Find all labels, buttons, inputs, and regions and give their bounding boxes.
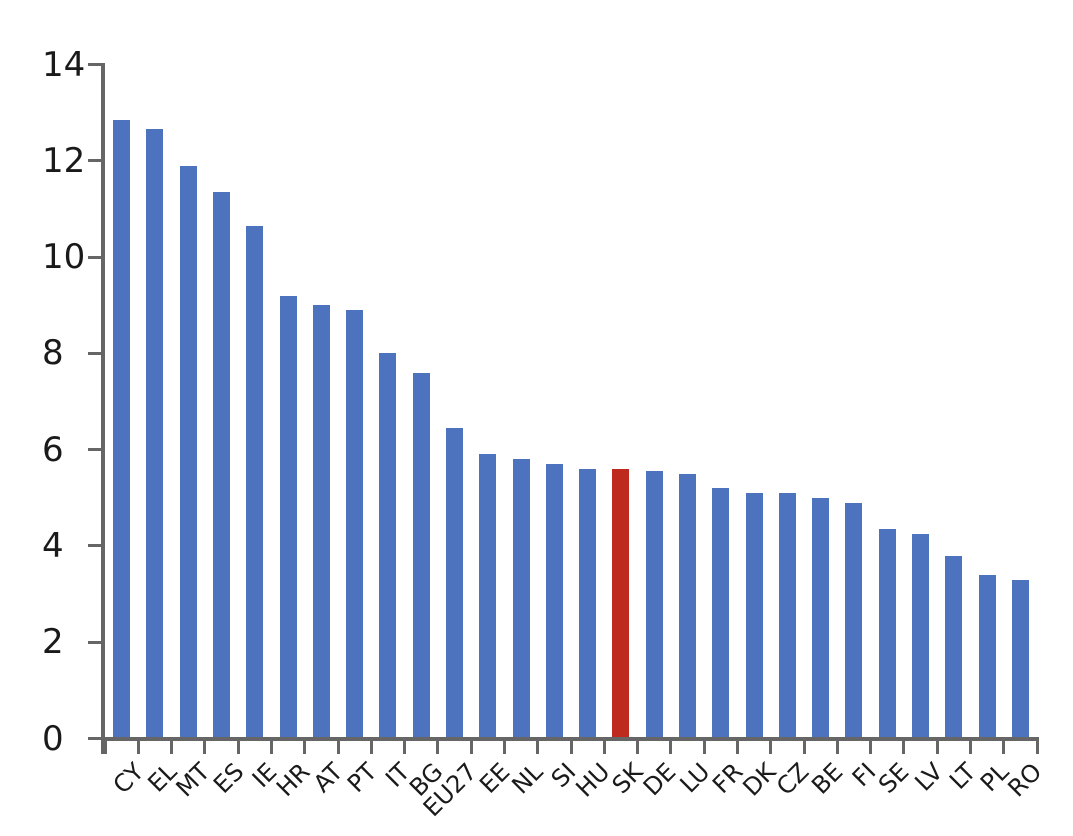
bar-SE — [878, 529, 896, 739]
y-axis-tick-label: 10 — [42, 237, 86, 278]
bar-SK — [612, 468, 630, 739]
x-axis-label-DE: DE — [637, 757, 682, 802]
x-axis-tick — [1002, 738, 1006, 754]
x-axis-tick — [569, 738, 573, 754]
x-axis-tick — [636, 738, 640, 754]
x-axis-tick — [1035, 738, 1039, 754]
y-axis-tick — [88, 255, 105, 259]
x-axis-label-PT: PT — [341, 757, 383, 798]
bar-LV — [912, 533, 929, 739]
x-axis-tick — [968, 738, 972, 754]
y-axis-line — [101, 63, 105, 754]
bar-DK — [745, 492, 763, 739]
bar-DE — [645, 471, 663, 739]
bar-HR — [279, 295, 297, 739]
x-axis-tick — [835, 738, 839, 754]
bar-PT — [346, 310, 364, 739]
x-axis-label-MT: MT — [170, 757, 216, 803]
x-axis-tick — [536, 738, 540, 754]
y-axis-tick-label: 8 — [42, 333, 64, 374]
x-axis-tick — [303, 738, 307, 754]
y-axis-tick — [88, 448, 105, 452]
bar-PL — [978, 574, 996, 739]
x-axis-label-FI: FI — [846, 757, 882, 793]
x-axis-label-ES: ES — [207, 757, 249, 799]
x-axis-label-RO: RO — [1002, 757, 1048, 803]
x-axis-tick — [869, 738, 873, 754]
y-axis-tick-label: 4 — [42, 525, 64, 566]
y-axis-tick — [88, 159, 105, 163]
x-axis-tick — [136, 738, 140, 754]
x-axis-tick — [203, 738, 207, 754]
x-axis-tick — [269, 738, 273, 754]
x-axis-tick — [802, 738, 806, 754]
y-axis-tick-label: 2 — [42, 622, 64, 663]
x-axis-tick — [669, 738, 673, 754]
bar-EU27 — [446, 427, 463, 739]
bar-IT — [379, 353, 397, 739]
bar-FR — [712, 488, 730, 739]
bar-CZ — [778, 492, 796, 739]
bar-LT — [945, 555, 963, 739]
x-axis-tick — [502, 738, 506, 754]
x-axis-tick — [103, 738, 107, 754]
x-axis-tick — [236, 738, 240, 754]
bar-BE — [812, 497, 830, 739]
x-axis-tick — [436, 738, 440, 754]
x-axis-tick — [735, 738, 739, 754]
x-axis-label-HR: HR — [271, 757, 316, 802]
bar-CY — [113, 119, 131, 739]
y-axis-tick — [88, 640, 105, 644]
bar-AT — [312, 305, 330, 739]
x-axis-tick — [769, 738, 773, 754]
x-axis-tick — [336, 738, 340, 754]
bar-MT — [179, 165, 197, 739]
x-axis-label-SE: SE — [873, 757, 915, 799]
x-axis-tick — [403, 738, 407, 754]
bar-IE — [246, 225, 264, 739]
x-axis-tick — [170, 738, 174, 754]
x-axis-tick — [369, 738, 373, 754]
bar-LU — [679, 473, 696, 739]
x-axis-tick — [469, 738, 473, 754]
y-axis-tick — [88, 63, 105, 66]
bar-EL — [146, 129, 164, 739]
y-axis-tick — [88, 544, 105, 548]
y-axis-tick-label: 12 — [42, 140, 86, 181]
bar-ES — [213, 192, 230, 739]
y-axis-tick-label: 6 — [42, 429, 64, 470]
bar-NL — [512, 459, 530, 739]
y-axis-tick — [88, 351, 105, 355]
y-axis-tick-label: 0 — [42, 718, 64, 759]
x-axis-label-BE: BE — [805, 757, 849, 800]
x-axis-tick — [902, 738, 906, 754]
bar-SI — [545, 464, 563, 739]
bar-BG — [412, 372, 430, 739]
x-axis-tick — [602, 738, 606, 754]
x-axis-label-CY: CY — [107, 757, 150, 800]
x-axis-label-LV: LV — [908, 757, 948, 797]
bar-HU — [579, 468, 597, 739]
bar-RO — [1011, 579, 1029, 739]
bar-FI — [845, 502, 863, 739]
y-axis-tick — [88, 737, 105, 740]
bar-EE — [479, 454, 497, 739]
x-axis-tick — [702, 738, 706, 754]
y-axis-tick-label: 14 — [42, 44, 86, 85]
x-axis-label-NL: NL — [506, 757, 549, 800]
x-axis-tick — [935, 738, 939, 754]
